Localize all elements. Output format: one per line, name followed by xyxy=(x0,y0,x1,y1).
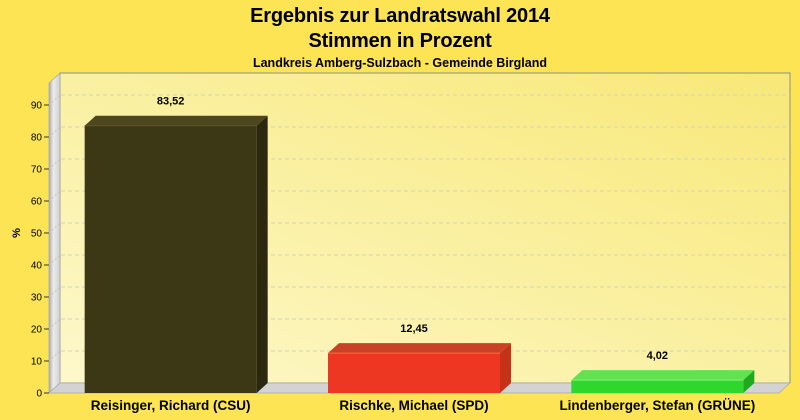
category-label-lindenberger-stefan-grüne: Lindenberger, Stefan (GRÜNE) xyxy=(559,398,755,413)
chart-title-line2: Stimmen in Prozent xyxy=(308,30,492,52)
y-tick-label-40: 40 xyxy=(31,261,43,272)
wall-tick-40 xyxy=(48,254,61,266)
y-tick-label-30: 30 xyxy=(31,293,43,304)
y-tick-label-60: 60 xyxy=(31,197,43,208)
bar-top-face-lindenberger-stefan-grüne xyxy=(571,370,755,381)
y-tick-label-0: 0 xyxy=(36,389,42,400)
y-axis-label: % xyxy=(11,228,23,238)
bar-front-face-reisinger-richard-csu xyxy=(84,125,257,394)
bar-front-face-rischke-michael-spd xyxy=(328,353,500,393)
wall-tick-50 xyxy=(48,222,61,234)
y-tick-label-80: 80 xyxy=(31,133,43,144)
category-label-rischke-michael-spd: Rischke, Michael (SPD) xyxy=(339,398,488,413)
wall-tick-90 xyxy=(48,94,61,106)
bar-top-face-reisinger-richard-csu xyxy=(84,115,268,126)
chart-title-line1: Ergebnis zur Landratswahl 2014 xyxy=(250,5,550,27)
y-tick-label-70: 70 xyxy=(31,165,43,176)
bar-side-face-reisinger-richard-csu xyxy=(256,115,268,394)
wall-tick-60 xyxy=(48,190,61,202)
bar-value-label-rischke-michael-spd: 12,45 xyxy=(400,323,428,335)
bar-front-face-lindenberger-stefan-grüne xyxy=(571,380,744,393)
bar-value-label-reisinger-richard-csu: 83,52 xyxy=(157,96,185,108)
wall-tick-80 xyxy=(48,126,61,138)
wall-tick-70 xyxy=(48,158,61,170)
chart-subtitle: Landkreis Amberg-Sulzbach - Gemeinde Bir… xyxy=(252,56,548,70)
bar-value-label-lindenberger-stefan-grüne: 4,02 xyxy=(647,350,668,362)
category-label-reisinger-richard-csu: Reisinger, Richard (CSU) xyxy=(91,398,251,413)
wall-tick-10 xyxy=(48,350,61,362)
y-tick-label-20: 20 xyxy=(31,325,43,336)
y-tick-label-10: 10 xyxy=(31,357,43,368)
wall-tick-30 xyxy=(48,286,61,298)
y-tick-label-90: 90 xyxy=(31,101,43,112)
chart-header: Ergebnis zur Landratswahl 2014 Stimmen i… xyxy=(0,4,800,71)
wall-tick-20 xyxy=(48,318,61,330)
bar-side-face-rischke-michael-spd xyxy=(500,343,511,393)
bar-top-face-rischke-michael-spd xyxy=(328,343,511,354)
y-tick-label-50: 50 xyxy=(31,229,43,240)
left-wall xyxy=(48,72,61,394)
bar-side-face-lindenberger-stefan-grüne xyxy=(743,370,755,393)
